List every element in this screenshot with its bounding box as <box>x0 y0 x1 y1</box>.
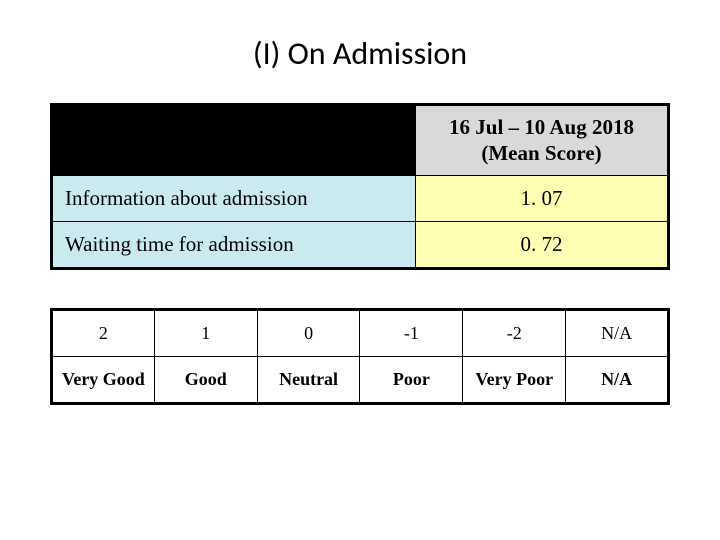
legend-label: Good <box>154 356 257 403</box>
legend-label: Very Good <box>52 356 155 403</box>
legend-score: N/A <box>566 309 669 356</box>
legend-score: 2 <box>52 309 155 356</box>
legend-score: 0 <box>257 309 360 356</box>
legend-label: N/A <box>566 356 669 403</box>
legend-score: -2 <box>463 309 566 356</box>
legend-labels-row: Very Good Good Neutral Poor Very Poor N/… <box>52 356 669 403</box>
period-line2: (Mean Score) <box>481 141 601 165</box>
slide: (I) On Admission 16 Jul – 10 Aug 2018 (M… <box>0 0 720 540</box>
score-row-value: 0. 72 <box>416 221 669 268</box>
score-header-period: 16 Jul – 10 Aug 2018 (Mean Score) <box>416 105 669 176</box>
score-table: 16 Jul – 10 Aug 2018 (Mean Score) Inform… <box>50 103 670 270</box>
legend-scores-row: 2 1 0 -1 -2 N/A <box>52 309 669 356</box>
legend-score: 1 <box>154 309 257 356</box>
period-line1: 16 Jul – 10 Aug 2018 <box>449 115 634 139</box>
score-header-row: 16 Jul – 10 Aug 2018 (Mean Score) <box>52 105 669 176</box>
legend-label: Poor <box>360 356 463 403</box>
score-row: Waiting time for admission 0. 72 <box>52 221 669 268</box>
page-title: (I) On Admission <box>50 34 670 73</box>
score-row-label: Waiting time for admission <box>52 221 416 268</box>
legend-label: Neutral <box>257 356 360 403</box>
score-header-blank <box>52 105 416 176</box>
score-row: Information about admission 1. 07 <box>52 175 669 221</box>
score-row-label: Information about admission <box>52 175 416 221</box>
legend-table: 2 1 0 -1 -2 N/A Very Good Good Neutral P… <box>50 308 670 405</box>
legend-label: Very Poor <box>463 356 566 403</box>
legend-score: -1 <box>360 309 463 356</box>
score-row-value: 1. 07 <box>416 175 669 221</box>
